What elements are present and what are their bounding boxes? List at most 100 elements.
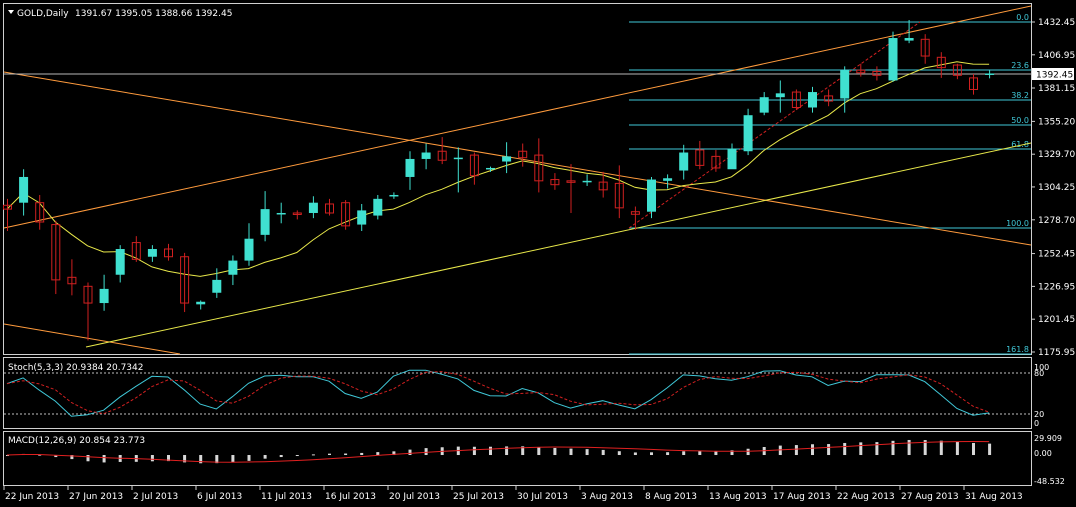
macd-bar xyxy=(70,455,74,460)
candle[interactable] xyxy=(421,143,431,170)
candle[interactable] xyxy=(276,202,286,224)
trend-lines[interactable] xyxy=(3,5,1032,355)
candle[interactable] xyxy=(824,89,834,107)
candle[interactable] xyxy=(969,74,978,95)
candle[interactable] xyxy=(759,92,769,116)
candle[interactable] xyxy=(791,89,801,111)
fibonacci-retracement[interactable]: 0.0 23.6 38.2 50.0 61.8 100.0 161.8 xyxy=(629,13,1031,355)
time-tick-label: 20 Jul 2013 xyxy=(389,492,440,502)
candle[interactable] xyxy=(19,169,29,216)
dropdown-triangle-icon[interactable] xyxy=(8,10,14,14)
candle[interactable] xyxy=(711,149,721,172)
candle[interactable] xyxy=(196,300,206,310)
candle[interactable] xyxy=(775,80,785,113)
fib-label-50-0: 50.0 xyxy=(1011,116,1029,125)
descending-trend-line[interactable] xyxy=(3,71,1032,246)
candle[interactable] xyxy=(904,20,914,44)
candle[interactable] xyxy=(663,174,673,189)
candle[interactable] xyxy=(614,165,624,219)
candle[interactable] xyxy=(212,268,222,298)
candle[interactable] xyxy=(582,174,592,186)
macd-bar xyxy=(891,440,895,456)
candle[interactable] xyxy=(164,243,173,261)
candle[interactable] xyxy=(679,144,689,180)
candle[interactable] xyxy=(518,143,528,167)
macd-bar xyxy=(472,446,476,456)
candle[interactable] xyxy=(51,220,61,295)
candle[interactable] xyxy=(67,259,77,296)
candle[interactable] xyxy=(341,200,351,230)
candle[interactable] xyxy=(550,173,560,190)
macd-panel[interactable]: MACD(12,26,9) 20.854 23.773 29.909 0.00 … xyxy=(6,434,1065,486)
candle[interactable] xyxy=(840,66,850,113)
candle[interactable] xyxy=(872,66,882,81)
candle[interactable] xyxy=(888,31,898,82)
stoch-panel-frame xyxy=(3,357,1032,429)
candle[interactable] xyxy=(936,52,946,78)
candle[interactable] xyxy=(985,70,995,79)
macd-bar xyxy=(875,442,879,456)
stoch-level-80: 80 xyxy=(1034,369,1044,378)
candle[interactable] xyxy=(99,274,109,311)
macd-bar xyxy=(601,449,605,456)
candle[interactable] xyxy=(389,192,399,199)
candle[interactable] xyxy=(486,166,495,172)
macd-bar xyxy=(923,440,927,456)
candle[interactable] xyxy=(566,164,576,213)
time-tick-label: 2 Jul 2013 xyxy=(133,492,178,502)
fib-label-38-2: 38.2 xyxy=(1011,91,1029,100)
channel-upper-line[interactable] xyxy=(3,5,1032,229)
price-panel[interactable]: 0.0 23.6 38.2 50.0 61.8 100.0 161.8 xyxy=(3,5,1032,355)
candle[interactable] xyxy=(727,143,737,170)
candle-body xyxy=(35,202,45,223)
candle[interactable] xyxy=(647,176,656,219)
candle[interactable] xyxy=(244,223,254,266)
candle[interactable] xyxy=(35,194,45,230)
candle[interactable] xyxy=(469,152,479,185)
candle[interactable] xyxy=(147,245,157,262)
candle[interactable] xyxy=(308,196,318,219)
current-price-label: 1392.45 xyxy=(1036,71,1073,81)
candle-body xyxy=(196,301,206,305)
candle-body xyxy=(598,181,608,191)
candle[interactable] xyxy=(131,236,141,262)
candle-body xyxy=(357,210,367,225)
descending-lower-line[interactable] xyxy=(3,323,181,355)
candle[interactable] xyxy=(228,255,238,286)
macd-bar xyxy=(167,455,170,462)
candle-body xyxy=(502,156,512,162)
candle[interactable] xyxy=(695,140,705,170)
fibonacci-trend-line[interactable] xyxy=(628,21,921,229)
candle[interactable] xyxy=(743,108,753,156)
symbol-header[interactable]: GOLD,Daily 1391.67 1395.05 1388.66 1392.… xyxy=(8,9,232,19)
candle-body xyxy=(389,194,399,197)
candle[interactable] xyxy=(502,142,512,174)
candle[interactable] xyxy=(292,210,302,220)
candle[interactable] xyxy=(373,194,383,220)
candle[interactable] xyxy=(808,86,817,113)
candle[interactable] xyxy=(83,282,93,341)
candle[interactable] xyxy=(856,63,866,77)
candle[interactable] xyxy=(405,151,415,190)
candle[interactable] xyxy=(115,245,125,283)
candle[interactable] xyxy=(437,137,447,165)
candle[interactable] xyxy=(598,171,608,198)
candlesticks[interactable] xyxy=(3,20,995,341)
candle[interactable] xyxy=(952,63,962,80)
macd-bar xyxy=(650,452,653,456)
candle[interactable] xyxy=(630,206,640,230)
candle[interactable] xyxy=(453,147,463,193)
macd-bar xyxy=(344,453,348,456)
macd-bar xyxy=(633,452,637,456)
candle[interactable] xyxy=(3,198,12,231)
candle[interactable] xyxy=(534,138,544,193)
candle[interactable] xyxy=(920,34,930,64)
candle[interactable] xyxy=(260,191,270,242)
ascending-support-line[interactable] xyxy=(85,142,1032,348)
candle[interactable] xyxy=(325,198,334,216)
stochastic-panel[interactable]: Stoch(5,3,3) 20.9384 20.7342 100 80 20 0 xyxy=(4,363,1049,428)
candle-body xyxy=(292,212,302,215)
candle[interactable] xyxy=(180,252,190,313)
candle[interactable] xyxy=(357,203,367,231)
